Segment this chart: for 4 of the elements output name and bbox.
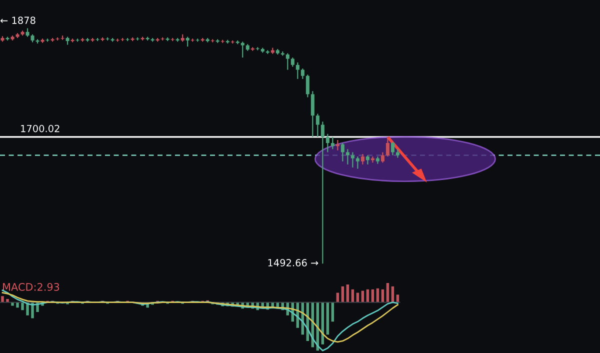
chart-title: MACD:2.93 — [3, 282, 60, 291]
text: ← 1878 — [0, 16, 36, 24]
annotation: 1492.66 → — [268, 259, 318, 266]
ref-line-label: 1700.02 — [21, 124, 60, 132]
